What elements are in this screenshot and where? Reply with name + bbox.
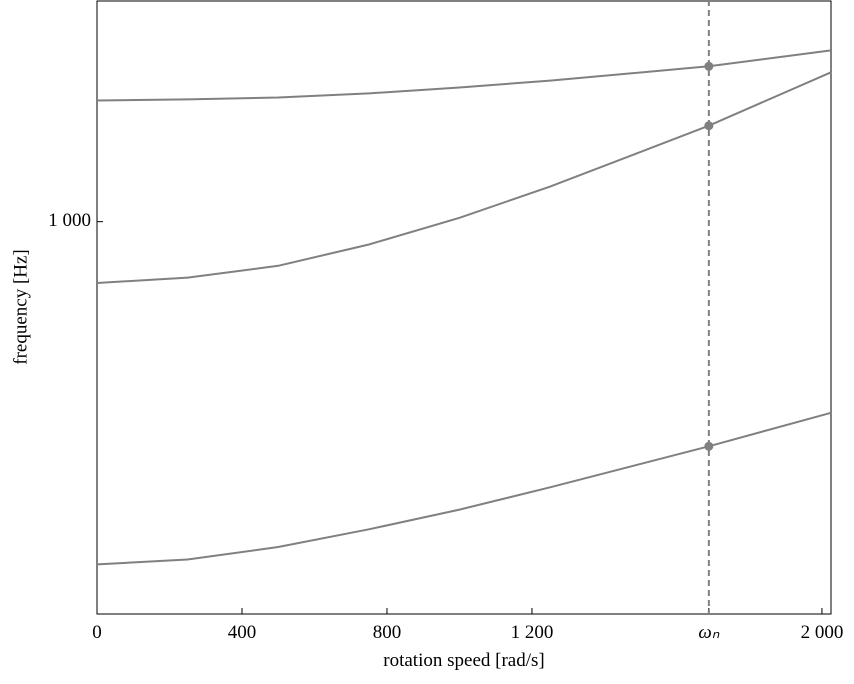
marker (704, 61, 714, 71)
y-axis-label: frequency [Hz] (10, 249, 31, 365)
x-tick-label: 400 (228, 622, 257, 643)
x-tick-label: 800 (373, 622, 402, 643)
y-tick-label: 1 000 (48, 210, 91, 231)
x-tick-label: 0 (92, 622, 102, 643)
x-axis-label: rotation speed [rad/s] (383, 650, 544, 671)
plot-frame (96, 0, 832, 615)
marker (704, 441, 714, 451)
x-tick-label: 2 000 (801, 622, 844, 643)
x-tick-label: 1 200 (511, 622, 554, 643)
series-line (96, 49, 832, 102)
series-line (96, 411, 832, 566)
series-line (96, 71, 832, 284)
marker (704, 121, 714, 131)
x-tick-label: ωₙ (698, 622, 719, 643)
